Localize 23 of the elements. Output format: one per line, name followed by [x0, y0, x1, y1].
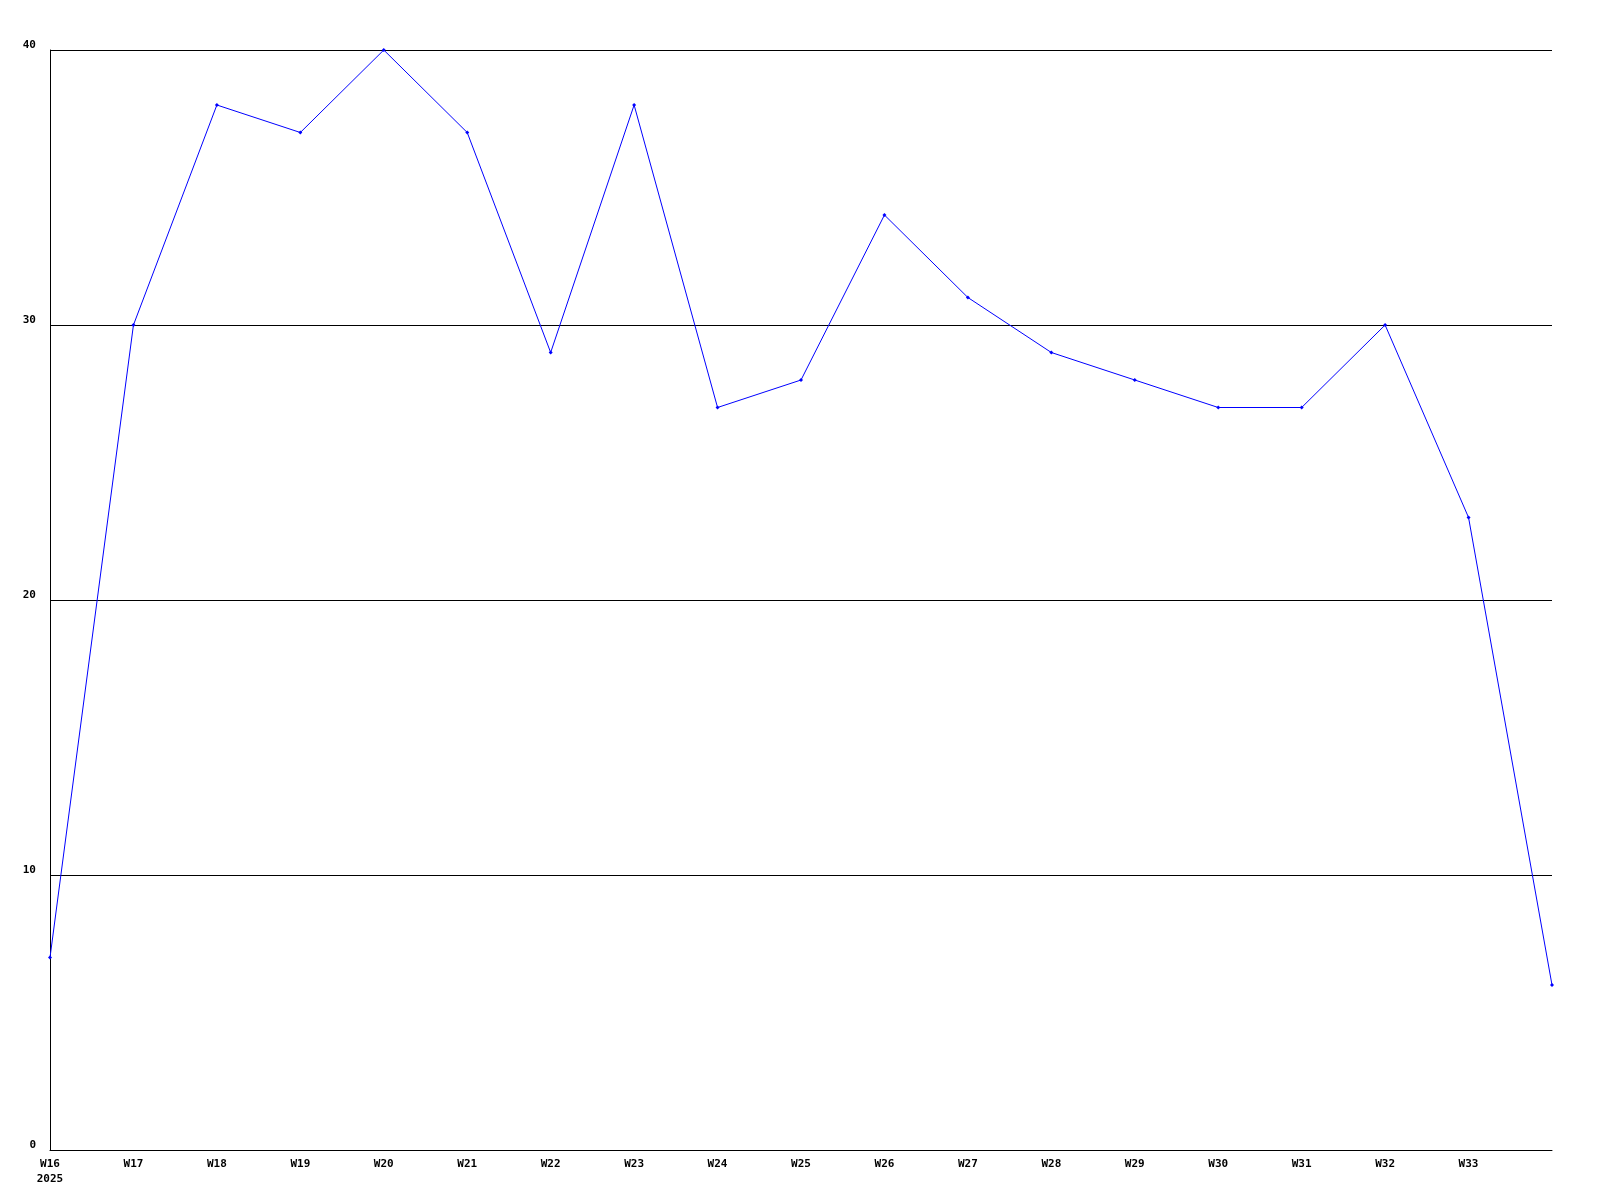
y-tick-label: 10 — [22, 863, 36, 876]
x-tick-label: W16 2025 — [36, 1157, 64, 1185]
x-tick-label: W29 — [1124, 1157, 1145, 1170]
x-tick-label: W23 — [624, 1157, 645, 1170]
y-tick-label: 40 — [22, 38, 36, 51]
x-tick-label: W17 — [123, 1157, 144, 1170]
x-tick-label: W19 — [290, 1157, 311, 1170]
y-tick-label: 30 — [22, 313, 36, 326]
x-tick-label: W27 — [957, 1157, 978, 1170]
x-tick-label: W18 — [206, 1157, 227, 1170]
x-tick-label: W25 — [791, 1157, 811, 1170]
x-tick-label: W21 — [457, 1157, 478, 1170]
x-tick-label: W22 — [540, 1157, 561, 1170]
x-tick-label: W26 — [874, 1157, 895, 1170]
x-tick-label: W28 — [1041, 1157, 1062, 1170]
x-tick-label: W20 — [373, 1157, 394, 1170]
x-tick-label: W30 — [1208, 1157, 1229, 1170]
x-tick-label: W32 — [1375, 1157, 1396, 1170]
y-tick-label: 20 — [22, 588, 36, 601]
x-tick-label: W33 — [1458, 1157, 1479, 1170]
x-tick-label: W24 — [707, 1157, 728, 1170]
y-tick-label: 0 — [29, 1138, 36, 1151]
x-tick-label: W31 — [1291, 1157, 1312, 1170]
